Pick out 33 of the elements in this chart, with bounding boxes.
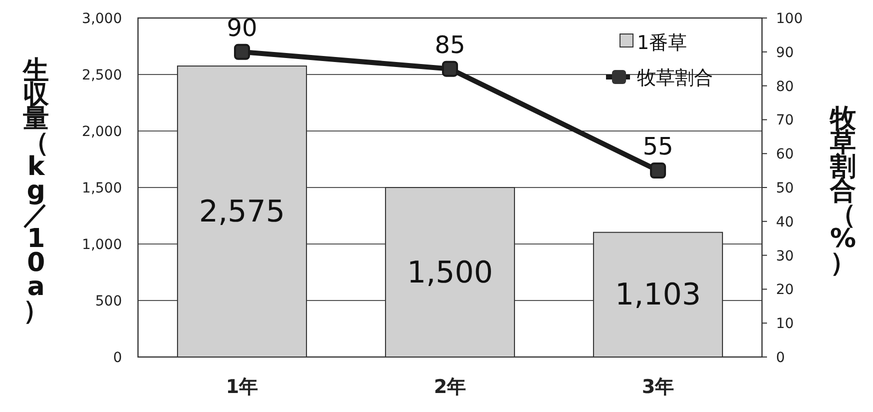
x-tick-label: 1年 [226,376,258,398]
y2-tick-label: 0 [776,350,785,366]
y2-tick-label: 100 [776,11,803,27]
y2-tick-label: 60 [776,146,794,163]
point [234,44,250,60]
y2-tick-label: 10 [776,316,794,332]
data-label: 1,103 [615,278,701,313]
y2-tick-label: 70 [776,112,794,129]
y-tick-label: 1,000 [82,237,122,253]
y-tick-label: 1,500 [82,180,122,196]
data-label: 2,575 [199,194,285,230]
y-tick-label: 0 [113,350,122,366]
y2-tick-label: 90 [776,44,794,61]
point [650,162,666,179]
point [442,60,458,77]
data-label: 90 [226,14,258,42]
y-tick-label: 2,500 [82,68,122,84]
data-label: 85 [434,30,466,59]
y2-tick-label: 40 [776,214,794,230]
data-label: 1,500 [407,255,493,290]
y2-tick-label: 50 [776,180,794,196]
y2-axis-title: 牧草割合（%） [829,104,857,278]
text: 生収量（kg／10a） [23,56,49,326]
legend-label: 1番草 [637,32,688,54]
y-tick-label: 500 [95,294,122,310]
x-tick-label: 3年 [642,376,674,398]
x-tick-label: 2年 [434,376,466,398]
y2-tick-label: 20 [776,282,794,298]
y-tick-label: 2,000 [82,124,122,140]
y-tick-label: 3,000 [82,11,122,27]
y2-tick-label: 30 [776,248,794,264]
data-label: 55 [642,132,674,161]
y2-tick-label: 80 [776,78,794,95]
